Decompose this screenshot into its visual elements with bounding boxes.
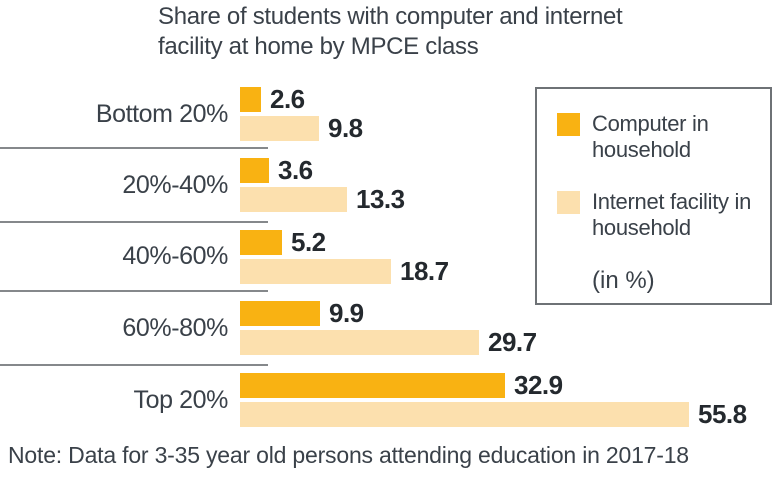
value-label: 18.7 — [400, 255, 449, 286]
computer-bar — [240, 158, 269, 183]
category-label: Bottom 20% — [95, 99, 229, 128]
computer-bar-line: 3.6 — [240, 155, 405, 185]
value-label: 55.8 — [698, 399, 747, 429]
row-divider — [0, 221, 268, 223]
legend-label-internet: Internet facility in household — [592, 188, 752, 240]
computer-bar-line: 5.2 — [240, 226, 449, 257]
internet-bar-line: 9.8 — [240, 113, 363, 143]
category-label: Top 20% — [133, 385, 229, 414]
category-label: 60%-80% — [122, 313, 228, 342]
value-label: 13.3 — [356, 184, 405, 214]
bar-group: 32.9 55.8 — [240, 370, 747, 429]
bar-group: 5.2 18.7 — [240, 226, 449, 286]
bar-chart: Bottom 20% 2.6 9.8 20%-40% 3.6 13.3 40%-60% 5.2… — [0, 80, 776, 435]
footnote: Note: Data for 3-35 year old persons att… — [8, 442, 689, 468]
computer-bar — [240, 301, 320, 326]
internet-bar-line: 29.7 — [240, 327, 537, 357]
legend: Computer in household Internet facility … — [535, 87, 772, 305]
value-label: 3.6 — [278, 155, 313, 185]
computer-bar-line: 2.6 — [240, 84, 363, 114]
unit-label: (in %) — [592, 266, 655, 294]
value-label: 2.6 — [270, 84, 305, 114]
computer-bar-line: 9.9 — [240, 298, 537, 328]
legend-label-computer: Computer in household — [592, 111, 709, 162]
bar-group: 2.6 9.8 — [240, 84, 363, 143]
internet-bar-line: 13.3 — [240, 184, 405, 214]
chart-row: Top 20% 32.9 55.8 — [0, 365, 776, 435]
value-label: 32.9 — [514, 370, 563, 400]
chart-title: Share of students with computer and inte… — [158, 3, 623, 60]
legend-item-computer: Computer in household — [557, 111, 764, 163]
internet-bar — [240, 187, 347, 212]
value-label: 9.8 — [328, 113, 363, 143]
computer-bar — [240, 229, 282, 255]
internet-bar-line: 18.7 — [240, 255, 449, 286]
value-label: 5.2 — [291, 226, 326, 257]
legend-item-internet: Internet facility in household — [557, 189, 764, 241]
bar-group: 3.6 13.3 — [240, 155, 405, 214]
internet-bar — [240, 116, 319, 141]
category-label: 20%-40% — [122, 170, 228, 199]
internet-bar — [240, 402, 689, 427]
chart-row: 20%-40% 3.6 13.3 — [0, 148, 776, 223]
value-label: 9.9 — [329, 298, 364, 328]
internet-bar-line: 55.8 — [240, 399, 747, 429]
computer-bar-line: 32.9 — [240, 370, 747, 400]
internet-bar — [240, 258, 391, 284]
internet-bar — [240, 330, 479, 355]
row-divider — [0, 364, 268, 366]
computer-bar — [240, 87, 261, 112]
chart-row: 40%-60% 5.2 18.7 — [0, 222, 776, 292]
category-label: 40%-60% — [122, 242, 228, 270]
chart-row: Bottom 20% 2.6 9.8 — [0, 80, 776, 149]
computer-swatch-icon — [557, 113, 580, 136]
row-divider — [0, 290, 268, 292]
row-divider — [0, 147, 268, 149]
computer-bar — [240, 373, 505, 398]
internet-swatch-icon — [557, 190, 580, 214]
bar-group: 9.9 29.7 — [240, 298, 537, 357]
value-label: 29.7 — [488, 327, 537, 357]
chart-row: 60%-80% 9.9 29.7 — [0, 291, 776, 366]
